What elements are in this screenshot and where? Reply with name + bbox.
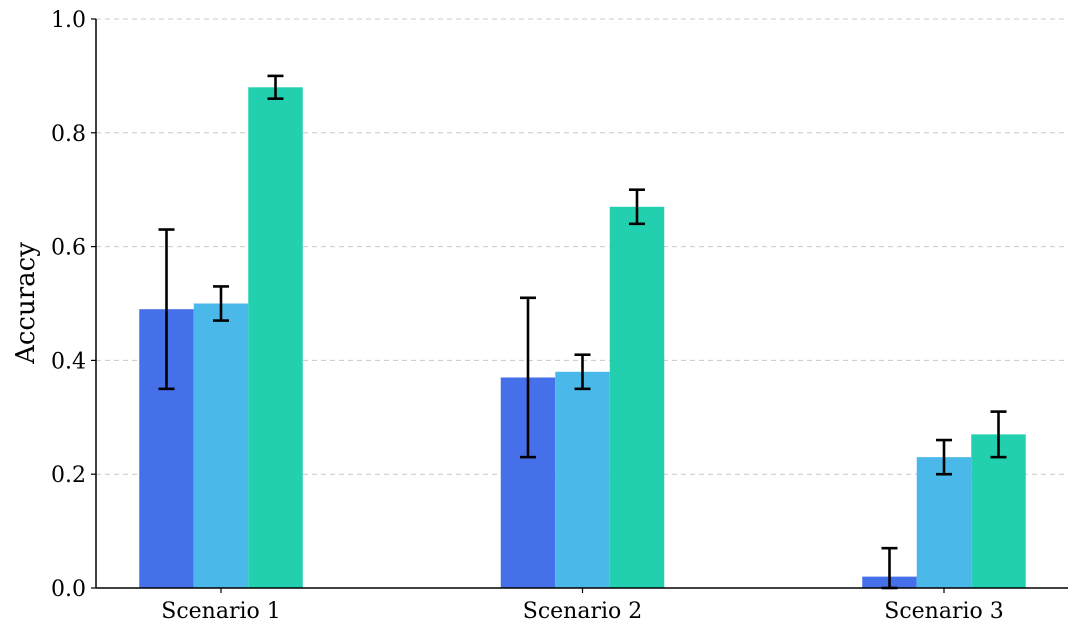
x-tick-label: Scenario 1 xyxy=(161,599,281,624)
error-bars xyxy=(158,74,1007,590)
bar-series-3-3 xyxy=(971,434,1026,588)
bar-series-2-3 xyxy=(916,457,972,588)
y-tick-label: 1.0 xyxy=(51,8,86,33)
x-tick-label: Scenario 2 xyxy=(523,599,643,624)
y-tick-label: 0.2 xyxy=(51,463,86,488)
bar-series-2-1 xyxy=(193,303,249,588)
y-tick-label: 0.6 xyxy=(51,236,86,261)
bar-series-2-2 xyxy=(555,371,610,588)
bar-series-3-2 xyxy=(609,206,665,588)
y-tick-label: 0.0 xyxy=(51,577,86,602)
y-axis-title: Accuracy xyxy=(11,242,41,365)
x-tick-label: Scenario 3 xyxy=(884,599,1004,624)
bars xyxy=(139,87,1026,588)
y-tick-label: 0.4 xyxy=(51,349,86,374)
bar-series-3-1 xyxy=(248,87,303,588)
y-tick-label: 0.8 xyxy=(51,122,86,147)
x-tick-labels: Scenario 1 Scenario 2 Scenario 3 xyxy=(161,588,1004,624)
y-tick-labels: 0.0 0.2 0.4 0.6 0.8 1.0 xyxy=(51,8,96,602)
